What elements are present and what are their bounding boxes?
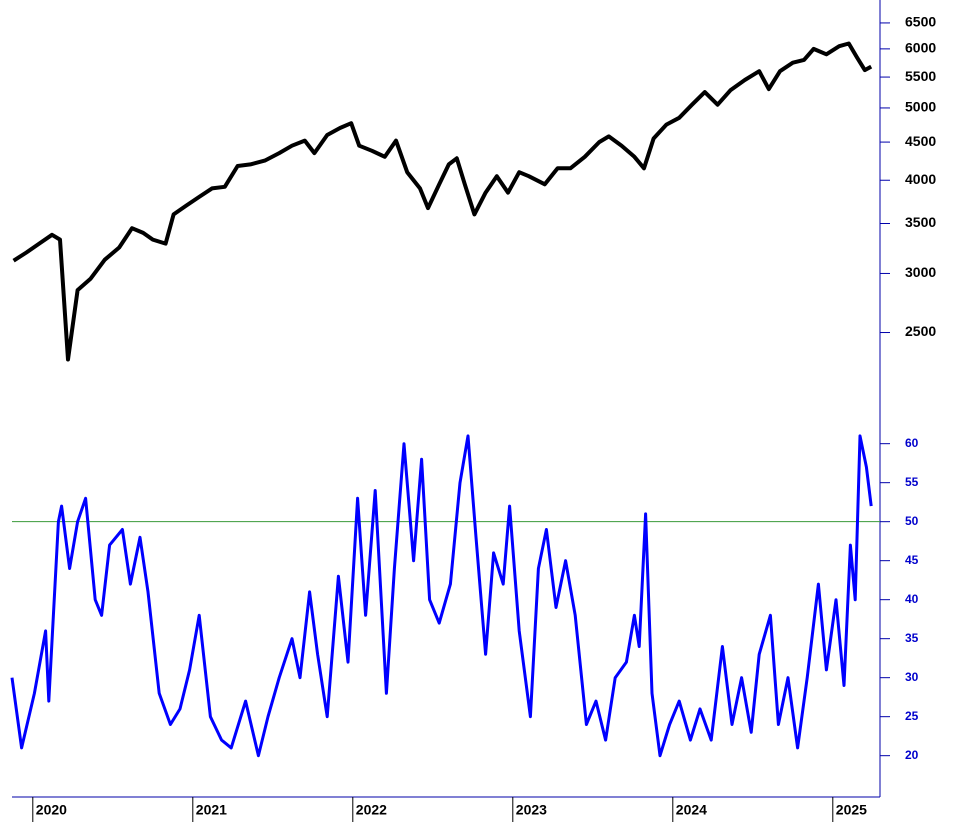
y-tick-label: 3000 [905, 264, 936, 280]
y-tick-label: 45 [905, 553, 919, 567]
y-tick-label: 25 [905, 709, 919, 723]
x-tick-label: 2022 [356, 802, 387, 818]
y-tick-label: 6500 [905, 14, 936, 30]
y-tick-label: 4500 [905, 133, 936, 149]
y-tick-label: 50 [905, 514, 919, 528]
x-tick-label: 2021 [196, 802, 227, 818]
y-tick-label: 5000 [905, 99, 936, 115]
y-tick-label: 20 [905, 748, 919, 762]
x-tick-label: 2020 [36, 802, 67, 818]
y-tick-label: 60 [905, 436, 919, 450]
y-tick-label: 35 [905, 631, 919, 645]
x-tick-label: 2025 [836, 802, 867, 818]
y-tick-label: 5500 [905, 68, 936, 84]
y-tick-label: 55 [905, 475, 919, 489]
data-line [12, 41, 873, 362]
x-tick-label: 2024 [676, 802, 707, 818]
y-tick-label: 30 [905, 670, 919, 684]
y-tick-label: 2500 [905, 323, 936, 339]
y-tick-label: 40 [905, 592, 919, 606]
y-tick-label: 4000 [905, 171, 936, 187]
y-tick-label: 6000 [905, 40, 936, 56]
y-tick-label: 3500 [905, 214, 936, 230]
data-line [10, 434, 873, 758]
x-tick-label: 2023 [516, 802, 547, 818]
